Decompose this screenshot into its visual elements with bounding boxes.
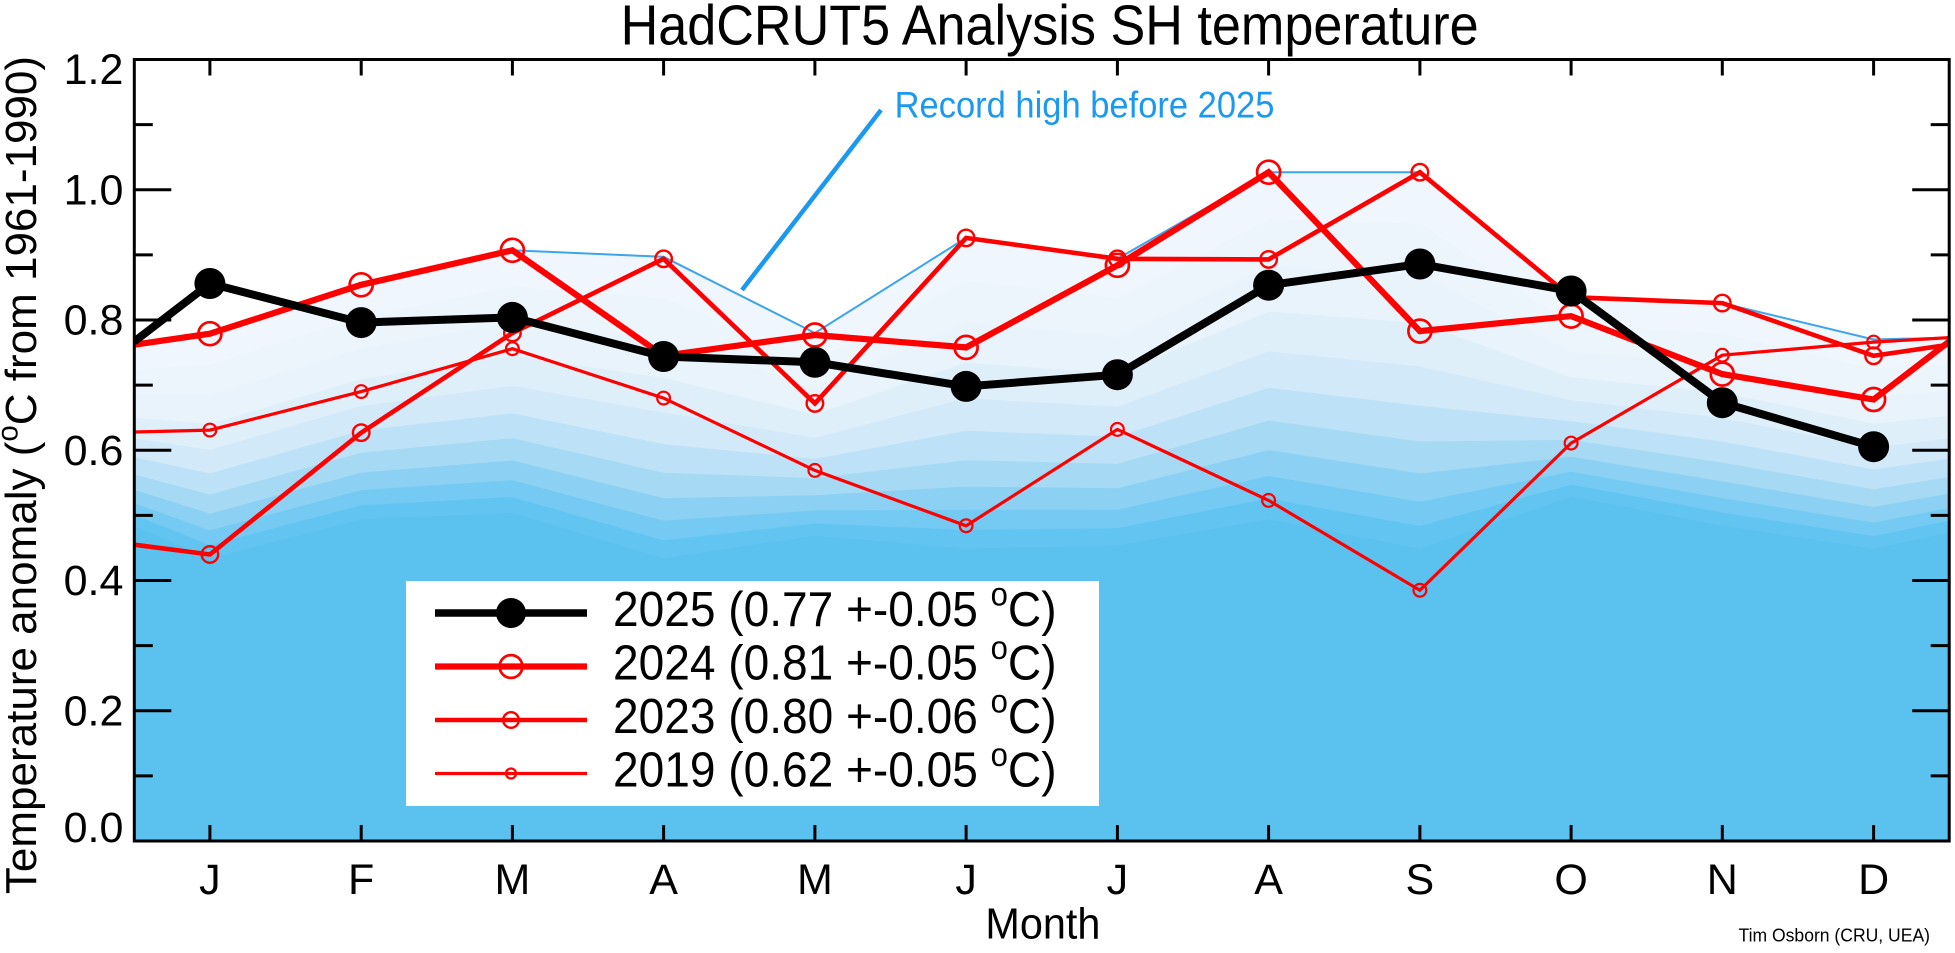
svg-text:0.2: 0.2	[64, 687, 124, 735]
svg-text:Month: Month	[985, 899, 1100, 948]
svg-text:0.0: 0.0	[64, 804, 124, 852]
svg-text:A: A	[1254, 856, 1283, 904]
svg-text:J: J	[199, 856, 221, 904]
svg-text:0.4: 0.4	[64, 557, 124, 605]
svg-text:O: O	[1554, 856, 1587, 904]
svg-text:Tim Osborn (CRU, UEA): Tim Osborn (CRU, UEA)	[1739, 925, 1930, 945]
svg-text:2025 (0.77 +-0.05 oC): 2025 (0.77 +-0.05 oC)	[613, 575, 1057, 637]
svg-text:0.6: 0.6	[64, 427, 124, 475]
svg-text:M: M	[797, 856, 833, 904]
svg-text:N: N	[1707, 856, 1738, 904]
svg-text:A: A	[649, 856, 678, 904]
svg-text:J: J	[955, 856, 977, 904]
svg-text:S: S	[1406, 856, 1435, 904]
svg-text:D: D	[1858, 856, 1889, 904]
svg-text:Temperature anomaly (oC from 1: Temperature anomaly (oC from 1961-1990)	[0, 56, 46, 894]
svg-text:0.8: 0.8	[64, 297, 124, 345]
svg-text:1.0: 1.0	[64, 167, 124, 215]
svg-text:2024 (0.81 +-0.05 oC): 2024 (0.81 +-0.05 oC)	[613, 629, 1057, 691]
svg-text:Record high before 2025: Record high before 2025	[895, 84, 1275, 125]
svg-text:J: J	[1107, 856, 1129, 904]
svg-text:2023 (0.80 +-0.06 oC): 2023 (0.80 +-0.06 oC)	[613, 682, 1057, 744]
svg-text:2019 (0.62 +-0.05 oC): 2019 (0.62 +-0.05 oC)	[613, 736, 1057, 798]
svg-text:1.2: 1.2	[64, 46, 124, 94]
svg-text:HadCRUT5 Analysis SH temperatu: HadCRUT5 Analysis SH temperature	[621, 0, 1479, 58]
svg-text:M: M	[494, 856, 530, 904]
svg-text:F: F	[348, 856, 374, 904]
